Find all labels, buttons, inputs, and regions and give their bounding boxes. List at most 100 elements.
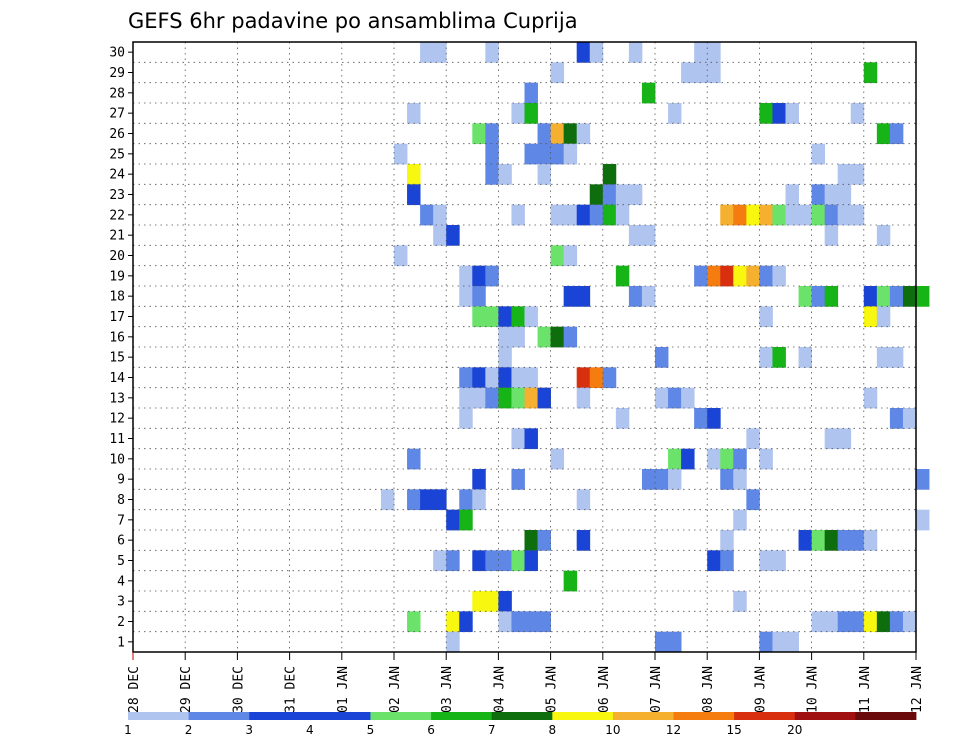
y-tick-label: 23 [109,188,125,203]
y-tick-label: 22 [109,208,125,223]
heatmap-cell [524,428,538,450]
heatmap-cell [433,489,447,511]
heatmap-cell [720,265,734,287]
heatmap-cell [485,164,499,185]
x-tick-label: 29 DEC [179,666,194,713]
heatmap-cell [681,62,695,84]
heatmap-cell [837,428,852,450]
heatmap-cell [472,591,486,612]
legend-color-swatch [370,712,432,720]
heatmap-cell [628,184,643,206]
heatmap-cell [902,408,917,429]
heatmap-cell [655,469,669,490]
legend-label: 1 [124,723,132,737]
heatmap-cell [407,611,421,633]
heatmap-cell [446,225,460,246]
plot-frame [132,41,917,653]
y-tick-label: 11 [109,432,125,447]
heatmap-cell [772,103,786,124]
heatmap-cell [694,42,708,63]
heatmap-cell [655,347,669,368]
heatmap-cell [550,143,565,165]
heatmap-cell [876,225,891,246]
heatmap-cell [863,286,878,307]
heatmap-cell [407,489,421,511]
heatmap-cell [498,164,512,185]
legend-color-swatch [249,712,311,720]
heatmap-cell [824,184,839,206]
heatmap-cell [380,489,395,511]
heatmap-cell [407,103,421,124]
chart-title: GEFS 6hr padavine po ansamblima Cuprija [128,9,578,33]
heatmap-cell [707,408,721,429]
heatmap-cell [668,448,682,470]
y-tick-label: 14 [109,371,125,386]
heatmap-cell [733,448,747,470]
heatmap-cell [733,509,747,531]
heatmap-cell [707,62,721,84]
heatmap-cell [707,550,721,572]
heatmap-cell [511,367,525,389]
heatmap-cell [407,164,421,185]
heatmap-cell [824,428,839,450]
heatmap-cell [576,123,591,145]
heatmap-cell [746,265,760,287]
heatmap-cell [785,184,799,206]
heatmap-cell [537,387,551,409]
heatmap-cell [498,387,512,409]
heatmap-cell [720,550,734,572]
heatmap-cell [511,326,525,348]
heatmap-cell [811,286,826,307]
heatmap-cell [850,530,865,551]
x-axis-ticks: 28 DEC 29 DEC 30 DEC 31 DEC 01 JAN 02 JAN 03 J… [127,652,925,713]
heatmap-cell [615,408,630,429]
x-tick-label: 30 DEC [231,666,246,713]
heatmap-cell [759,631,773,653]
heatmap-cell [641,82,656,104]
heatmap-cell [433,225,447,246]
heatmap-cell [694,265,708,287]
y-tick-label: 6 [117,534,125,549]
heatmap-cell [824,225,839,246]
heatmap-cell [889,286,904,307]
heatmap-cell [537,123,551,145]
heatmap-cell [720,204,734,226]
x-tick-label: 10 JAN [806,666,821,713]
heatmap-cell [798,347,812,368]
legend-color-swatch [491,712,553,720]
heatmap-cell [902,286,917,307]
heatmap-cell [524,611,538,633]
legend-color-swatch [673,712,735,720]
heatmap-cell [772,265,786,287]
heatmap-cell [681,448,695,470]
heatmap-cell [459,286,473,307]
heatmap-cell [681,387,695,409]
heatmap-cell [459,611,473,633]
x-tick-label: 03 JAN [440,666,455,713]
heatmap-cell [472,265,486,287]
heatmap-cell [576,42,591,63]
heatmap-cell [472,489,486,511]
heatmap-cell [876,347,891,368]
y-tick-label: 4 [117,574,125,589]
heatmap-cell [407,448,421,470]
heatmap-cell [694,62,708,84]
heatmap-cell [655,631,669,653]
heatmap-cell [811,204,826,226]
heatmap-cell [576,387,591,409]
heatmap-cell [602,367,617,389]
heatmap-cell [641,286,656,307]
heatmap-cell [733,469,747,490]
heatmap-cell [511,306,525,328]
heatmap-cell [550,245,565,267]
heatmap-cell [720,448,734,470]
heatmap-cell [485,550,499,572]
heatmap-cell [524,82,538,104]
y-tick-label: 19 [109,269,125,284]
heatmap-cell [524,387,538,409]
heatmap-cell [498,347,512,368]
heatmap-cell [524,367,538,389]
y-tick-label: 9 [117,473,125,488]
heatmap-cell [563,286,578,307]
